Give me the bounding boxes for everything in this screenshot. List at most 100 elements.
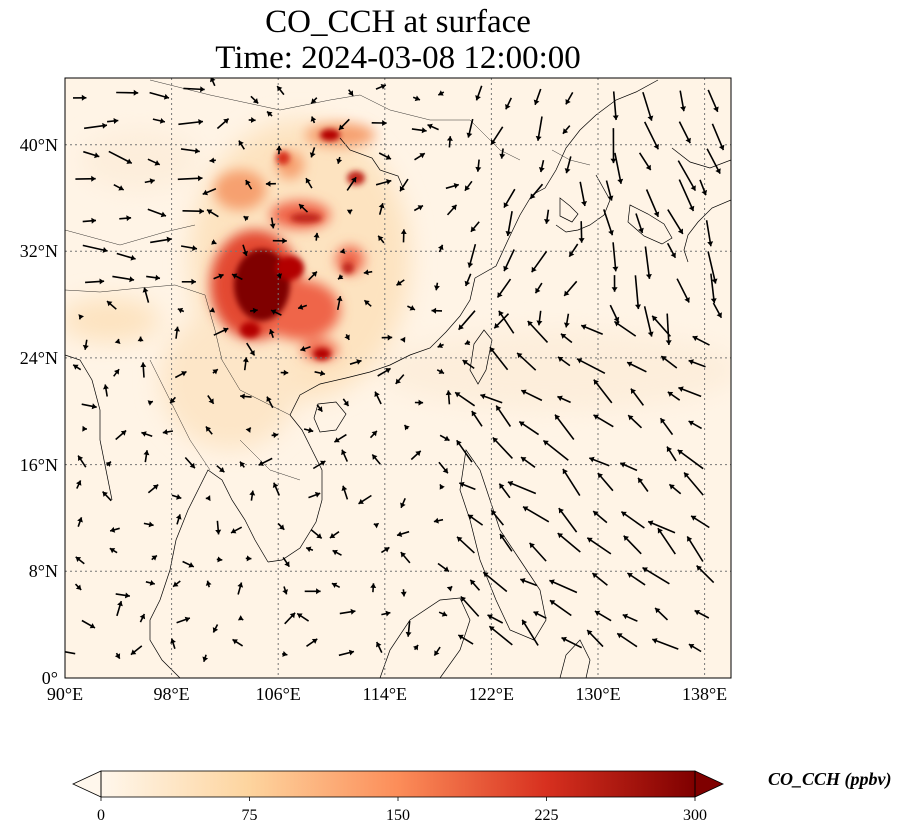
wind-vector-head xyxy=(505,231,512,236)
wind-vector-head xyxy=(431,307,437,314)
wind-vector-head xyxy=(282,237,287,244)
wind-vector-head xyxy=(316,588,321,595)
wind-vector-head xyxy=(688,359,694,365)
wind-vector-head xyxy=(124,592,130,599)
wind-vector-head xyxy=(219,467,225,473)
wind-vector-shaft xyxy=(634,275,640,310)
wind-vector-head xyxy=(329,533,336,538)
wind-vector-head xyxy=(378,203,385,209)
wind-vector-head xyxy=(113,118,119,124)
wind-vector-head xyxy=(503,202,509,208)
wind-vector-head xyxy=(73,364,79,370)
wind-vector-shaft xyxy=(593,379,613,404)
wind-vector-head xyxy=(102,491,108,497)
wind-vector-head xyxy=(314,491,321,498)
wind-vector-head xyxy=(223,327,229,334)
wind-vector-head xyxy=(99,278,105,285)
wind-vector-shaft xyxy=(645,189,660,218)
wind-vector-head xyxy=(419,153,425,159)
wind-vector-head xyxy=(126,158,132,164)
wind-vector-head xyxy=(611,287,618,292)
wind-vector-head xyxy=(188,562,194,568)
wind-vector-head xyxy=(459,481,465,488)
wind-vector-head xyxy=(621,511,627,517)
wind-vector-head xyxy=(215,529,222,535)
wind-vector-head xyxy=(117,601,123,607)
wind-vector-head xyxy=(520,578,526,584)
wind-vector-head xyxy=(143,450,150,456)
wind-vector-head xyxy=(487,614,493,620)
wind-vector-head xyxy=(181,371,187,377)
wind-vector-head xyxy=(396,280,402,286)
wind-vector-head xyxy=(243,216,249,222)
wind-vector-head xyxy=(382,120,387,126)
wind-vector-head xyxy=(627,573,633,578)
wind-vector-head xyxy=(560,333,567,339)
x-tick-label: 106°E xyxy=(256,684,301,704)
wind-vector-head xyxy=(565,99,571,105)
wind-vector-head xyxy=(597,473,603,479)
wind-vector-head xyxy=(273,432,278,439)
wind-vector-head xyxy=(669,484,675,490)
wind-vector-head xyxy=(149,580,155,586)
wind-vector-head xyxy=(653,143,659,150)
wind-vector-head xyxy=(269,223,276,229)
wind-vector-head xyxy=(530,193,536,199)
wind-vector-head xyxy=(531,266,537,273)
wind-vector-head xyxy=(405,631,412,637)
wind-vector-head xyxy=(608,230,614,236)
wind-vector-head xyxy=(562,468,568,475)
wind-vector-head xyxy=(581,324,587,330)
wind-vector-head xyxy=(232,639,238,645)
wind-vector-head xyxy=(282,651,288,657)
wind-vector-head xyxy=(628,415,634,421)
wind-vector-head xyxy=(114,338,121,344)
coastlines xyxy=(65,79,731,678)
wind-vector-head xyxy=(348,649,354,656)
wind-vector-head xyxy=(189,462,195,469)
wind-vector-head xyxy=(320,460,326,466)
wind-vector-head xyxy=(211,239,217,245)
wind-vector-head xyxy=(400,591,407,597)
y-tick-label: 24°N xyxy=(20,348,58,368)
wind-vector-shaft xyxy=(522,506,550,523)
wind-vector-head xyxy=(311,638,318,644)
wind-vector-head xyxy=(529,542,535,549)
wind-vector-head xyxy=(371,430,377,437)
wind-vector-head xyxy=(627,361,633,367)
wind-vector-head xyxy=(385,368,391,374)
wind-vector-head xyxy=(252,307,258,314)
wind-vector-head xyxy=(587,630,593,636)
colorbar-tick-label: 225 xyxy=(535,807,559,824)
wind-vector-head xyxy=(339,248,346,254)
map-plot-area xyxy=(65,78,731,678)
wind-vector-head xyxy=(159,118,165,124)
wind-vector-head xyxy=(311,98,317,104)
wind-vector-shaft xyxy=(527,320,549,343)
wind-vector-head xyxy=(471,411,477,417)
wind-vector-head xyxy=(489,347,495,353)
wind-vector-head xyxy=(562,128,569,134)
wind-vector-shaft xyxy=(642,91,653,121)
wind-vector-shaft xyxy=(507,481,537,495)
wind-vector-head xyxy=(577,358,583,364)
wind-vector-shaft xyxy=(576,358,606,375)
colorbar-tick-label: 150 xyxy=(386,807,410,824)
wind-vector-head xyxy=(238,140,244,146)
wind-vector-head xyxy=(212,369,218,375)
wind-vector-head xyxy=(460,596,466,602)
wind-vector-head xyxy=(453,183,459,189)
wind-vector-head xyxy=(457,536,463,542)
wind-vector-head xyxy=(376,642,382,648)
wind-vector-head xyxy=(75,584,82,590)
wind-vector-shaft xyxy=(644,246,651,280)
wind-vector-head xyxy=(468,514,474,520)
wind-vector-head xyxy=(240,393,245,400)
wind-vector-head xyxy=(470,579,476,586)
wind-vector-head xyxy=(380,84,386,90)
wind-vector-head xyxy=(237,615,244,621)
wind-vector-head xyxy=(331,582,338,588)
wind-vector-head xyxy=(612,115,619,120)
wind-vector-head xyxy=(434,285,440,291)
wind-vector-head xyxy=(445,390,452,396)
